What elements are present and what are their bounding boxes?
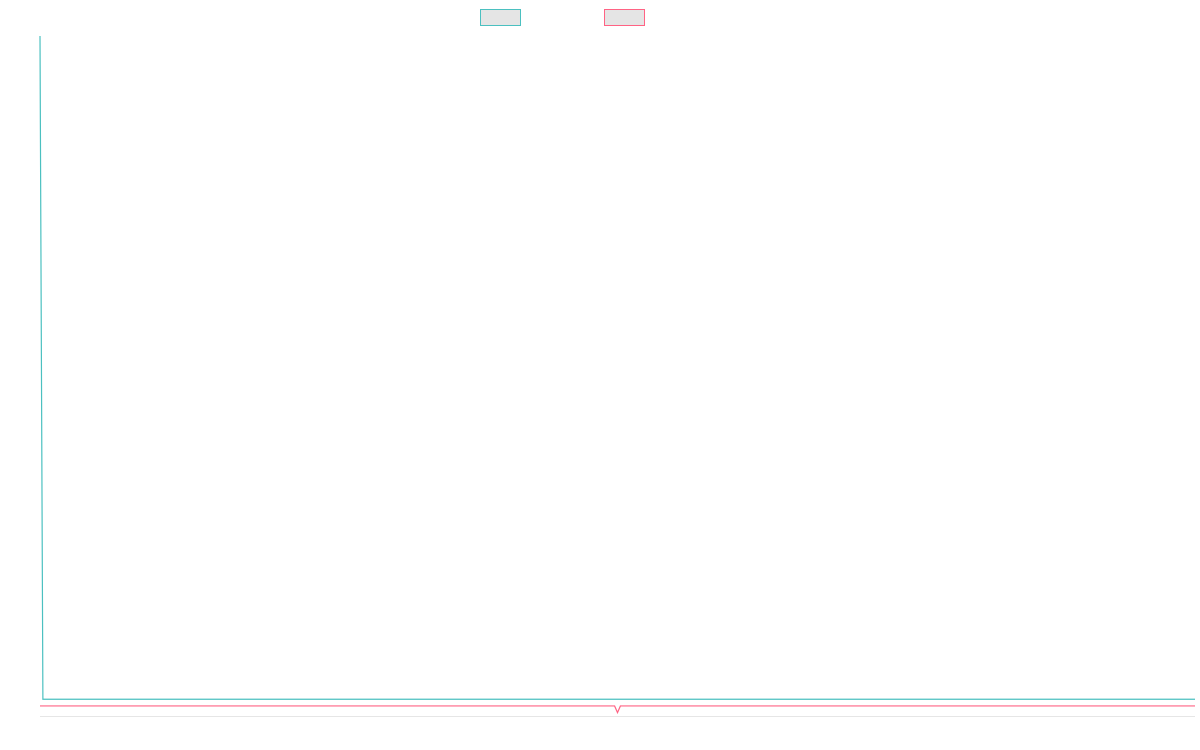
series-group bbox=[39, 35, 1195, 715]
legend-swatch-series-2[interactable] bbox=[604, 9, 645, 26]
legend[interactable] bbox=[480, 9, 645, 26]
legend-swatch-series-1[interactable] bbox=[480, 9, 521, 26]
series-2-line bbox=[40, 705, 1195, 715]
legend-item-series-2[interactable] bbox=[604, 9, 645, 26]
series-1-line bbox=[39, 35, 1195, 700]
legend-item-series-1[interactable] bbox=[480, 9, 521, 26]
plot-area bbox=[39, 35, 1195, 717]
